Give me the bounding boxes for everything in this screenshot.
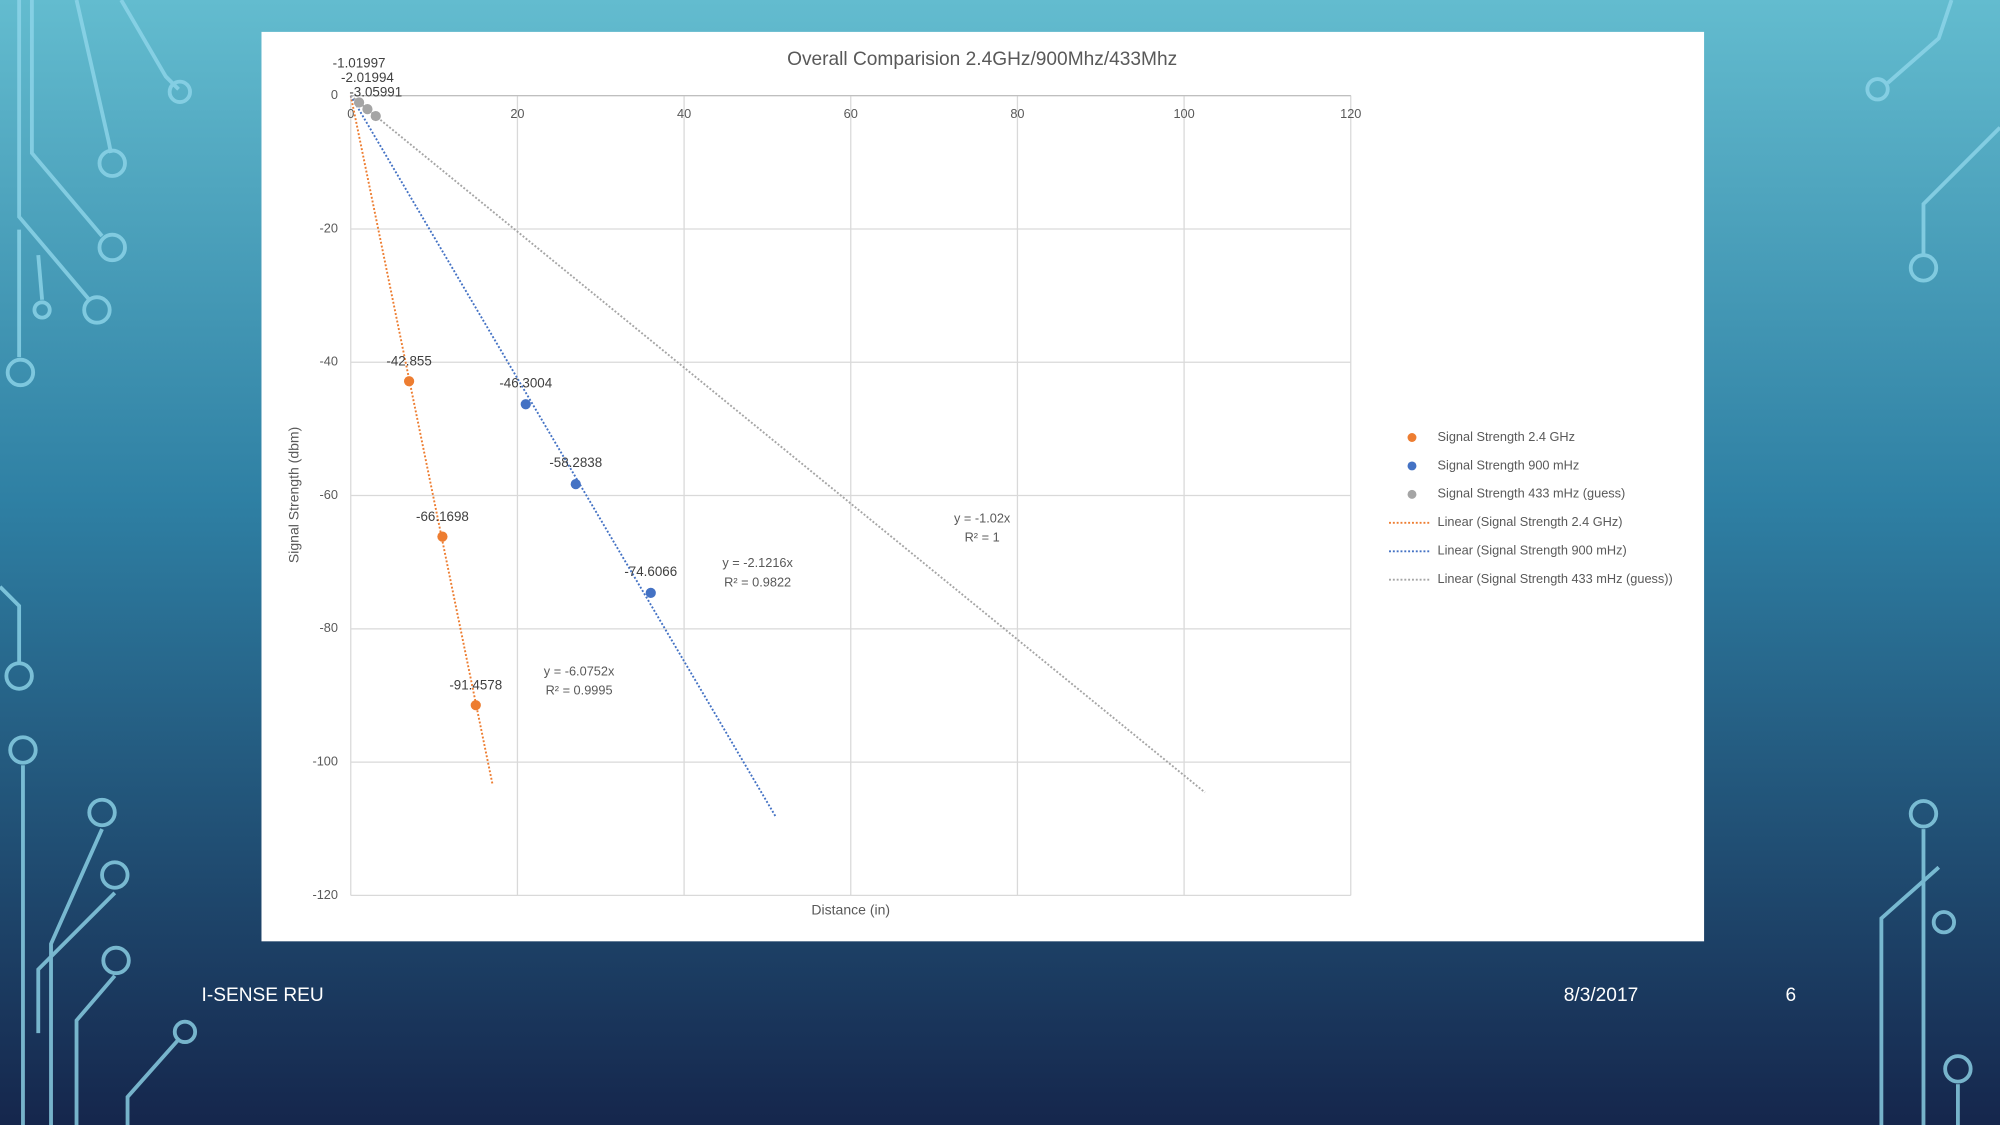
data-point (437, 531, 448, 542)
trendline-r-squared: R² = 0.9822 (724, 574, 791, 589)
data-point (362, 104, 373, 115)
data-point (645, 587, 656, 598)
trendline (349, 95, 777, 818)
y-tick-label: -80 (320, 620, 338, 635)
legend-label: Signal Strength 433 mHz (guess) (1438, 486, 1626, 501)
legend-marker (1407, 461, 1417, 471)
trendline (350, 94, 1206, 794)
x-tick-label: 80 (1010, 106, 1024, 121)
x-tick-label: 100 (1173, 106, 1194, 121)
data-label: -66.1698 (416, 509, 469, 524)
legend-marker (1407, 489, 1417, 499)
data-point (520, 399, 531, 410)
chart-title: Overall Comparision 2.4GHz/900Mhz/433Mhz (787, 49, 1177, 70)
x-tick-label: 20 (510, 106, 524, 121)
legend-marker (1407, 433, 1417, 442)
trendline-equation: y = -1.02x (954, 511, 1011, 526)
legend-label: Signal Strength 900 mHz (1438, 457, 1580, 472)
footer-date: 8/3/2017 (1564, 985, 1638, 1006)
legend-label: Linear (Signal Strength 900 mHz) (1438, 543, 1627, 558)
data-label: -1.01997 (333, 56, 386, 71)
chart-area (261, 31, 1705, 942)
data-label: -42.855 (386, 354, 431, 369)
data-label: -74.6066 (624, 564, 677, 579)
x-tick-label: 0 (347, 106, 354, 121)
y-axis-label: Signal Strength (dbm) (285, 427, 301, 563)
y-tick-label: 0 (331, 87, 338, 102)
trendline-equation: y = -2.1216x (722, 555, 793, 570)
legend-label: Signal Strength 2.4 GHz (1438, 429, 1576, 444)
x-axis-label: Distance (in) (811, 901, 890, 917)
data-point (370, 110, 381, 122)
x-tick-label: 120 (1340, 106, 1361, 121)
data-label: -2.01994 (341, 70, 394, 85)
y-tick-label: -40 (320, 354, 338, 369)
y-tick-label: -60 (320, 487, 338, 502)
footer-text: I-SENSE REU (202, 985, 324, 1006)
trendline-r-squared: R² = 1 (965, 530, 1000, 545)
y-tick-label: -20 (320, 220, 338, 235)
x-tick-label: 60 (844, 106, 858, 121)
legend-label: Linear (Signal Strength 2.4 GHz) (1438, 514, 1623, 529)
data-label: -58.2838 (549, 455, 602, 470)
y-tick-label: -120 (312, 887, 338, 902)
data-point (470, 700, 481, 711)
data-point (353, 97, 365, 108)
data-label: -3.05991 (349, 85, 402, 100)
legend-label: Linear (Signal Strength 433 mHz (guess)) (1438, 571, 1673, 586)
x-tick-label: 40 (677, 106, 691, 121)
page-number: 6 (1785, 985, 1796, 1006)
trendline-equation: y = -6.0752x (544, 664, 615, 679)
data-point (403, 376, 415, 387)
data-label: -46.3004 (499, 375, 552, 390)
trendline (349, 95, 494, 785)
trendline-r-squared: R² = 0.9995 (546, 683, 613, 698)
y-tick-label: -100 (312, 753, 338, 768)
data-point (570, 478, 581, 490)
data-label: -91.4578 (449, 678, 502, 693)
